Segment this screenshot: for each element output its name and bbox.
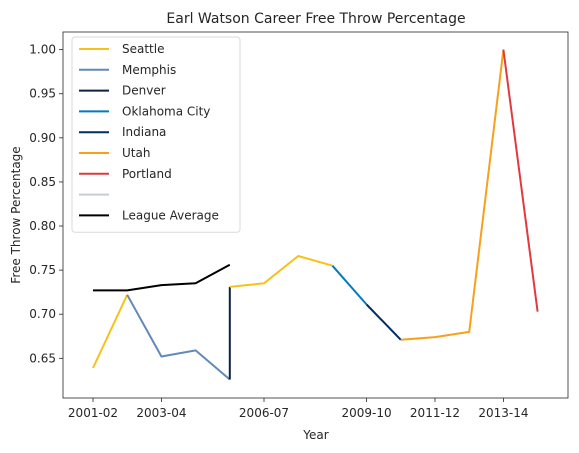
- series-line-oklahoma-city: [331, 265, 368, 306]
- plot-frame: [62, 31, 569, 399]
- x-tick-label: 2006-07: [239, 406, 289, 420]
- legend-label: Indiana: [122, 125, 166, 139]
- y-tick-label: 0.90: [29, 131, 56, 145]
- y-axis: 0.65 0.70 0.75 0.80 0.85 0.90 0.95 1.00: [29, 43, 63, 365]
- chart-title: Earl Watson Career Free Throw Percentage: [166, 11, 465, 27]
- legend-label: Denver: [122, 84, 166, 98]
- series-line-league-average: [93, 263, 231, 292]
- legend-label: Utah: [122, 146, 150, 160]
- y-tick-label: 0.70: [29, 307, 56, 321]
- series-line-indiana: [365, 303, 402, 341]
- x-tick-label: 2003-04: [136, 406, 186, 420]
- legend-label: Oklahoma City: [122, 104, 210, 118]
- legend-label: Memphis: [122, 63, 176, 77]
- y-tick-label: 0.65: [29, 351, 56, 365]
- series-line-seattle: [92, 294, 129, 369]
- series-line-memphis: [126, 294, 231, 381]
- x-tick-label: 2009-10: [342, 406, 392, 420]
- y-tick-label: 0.95: [29, 87, 56, 101]
- legend-label: League Average: [122, 208, 219, 222]
- legend-label: Seattle: [122, 42, 164, 56]
- series-line-portland: [502, 49, 539, 312]
- series-line-seattle: [229, 255, 333, 288]
- y-tick-label: 0.85: [29, 175, 56, 189]
- y-axis-label: Free Throw Percentage: [9, 146, 23, 283]
- y-tick-label: 0.80: [29, 219, 56, 233]
- legend-label: Portland: [122, 167, 172, 181]
- legend: Seattle Memphis Denver Oklahoma City Indiana…: [71, 36, 241, 233]
- x-axis: 2001-02 2003-04 2006-07 2009-10 2011-12 2013-…: [68, 398, 528, 420]
- series-line-utah: [400, 49, 505, 341]
- y-tick-label: 1.00: [29, 43, 56, 57]
- series-layer: [92, 49, 539, 381]
- x-tick-label: 2001-02: [68, 406, 118, 420]
- x-tick-label: 2013-14: [478, 406, 528, 420]
- x-axis-label: Year: [302, 428, 328, 442]
- legend-box: [71, 36, 241, 233]
- y-tick-label: 0.75: [29, 263, 56, 277]
- x-tick-label: 2011-12: [410, 406, 460, 420]
